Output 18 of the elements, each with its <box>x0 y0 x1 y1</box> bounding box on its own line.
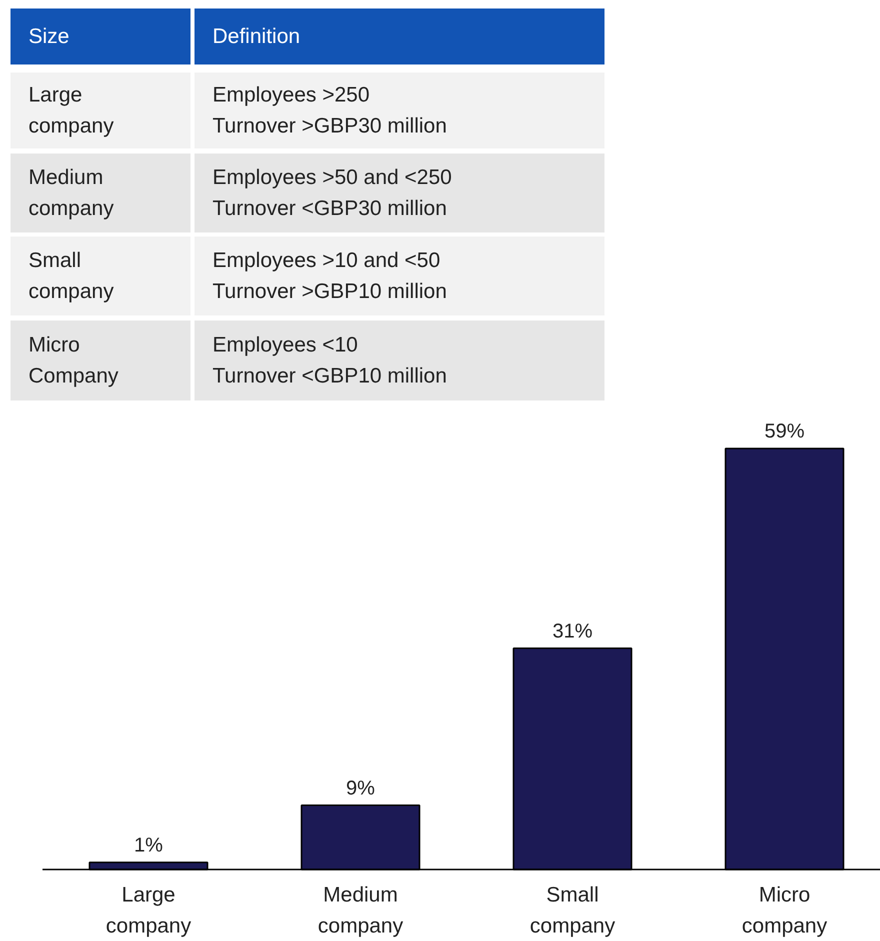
data-label: 1% <box>134 834 164 856</box>
x-tick-label: Medium company <box>318 884 404 938</box>
text: Employees <10 Turnover <GBP10 million <box>212 333 447 388</box>
x-tick-label: Micro company <box>742 884 828 938</box>
text: Definition <box>212 25 300 48</box>
text: Medium company <box>28 166 114 220</box>
text: Small company <box>28 248 114 304</box>
text: Large company <box>28 83 114 138</box>
text: Employees >250 Turnover >GBP30 million <box>212 83 447 138</box>
data-label: 9% <box>346 777 376 800</box>
x-tick-label: Large company <box>106 884 192 938</box>
text: Micro Company <box>28 333 119 388</box>
text: Employees >10 and <50 Turnover >GBP10 million <box>212 248 447 304</box>
data-label: 59% <box>764 420 805 442</box>
text: Size <box>28 25 70 48</box>
text: Employees >50 and <250 Turnover <GBP30 million <box>212 166 452 220</box>
data-label: 31% <box>552 620 593 642</box>
x-tick-label: Small company <box>530 884 616 938</box>
